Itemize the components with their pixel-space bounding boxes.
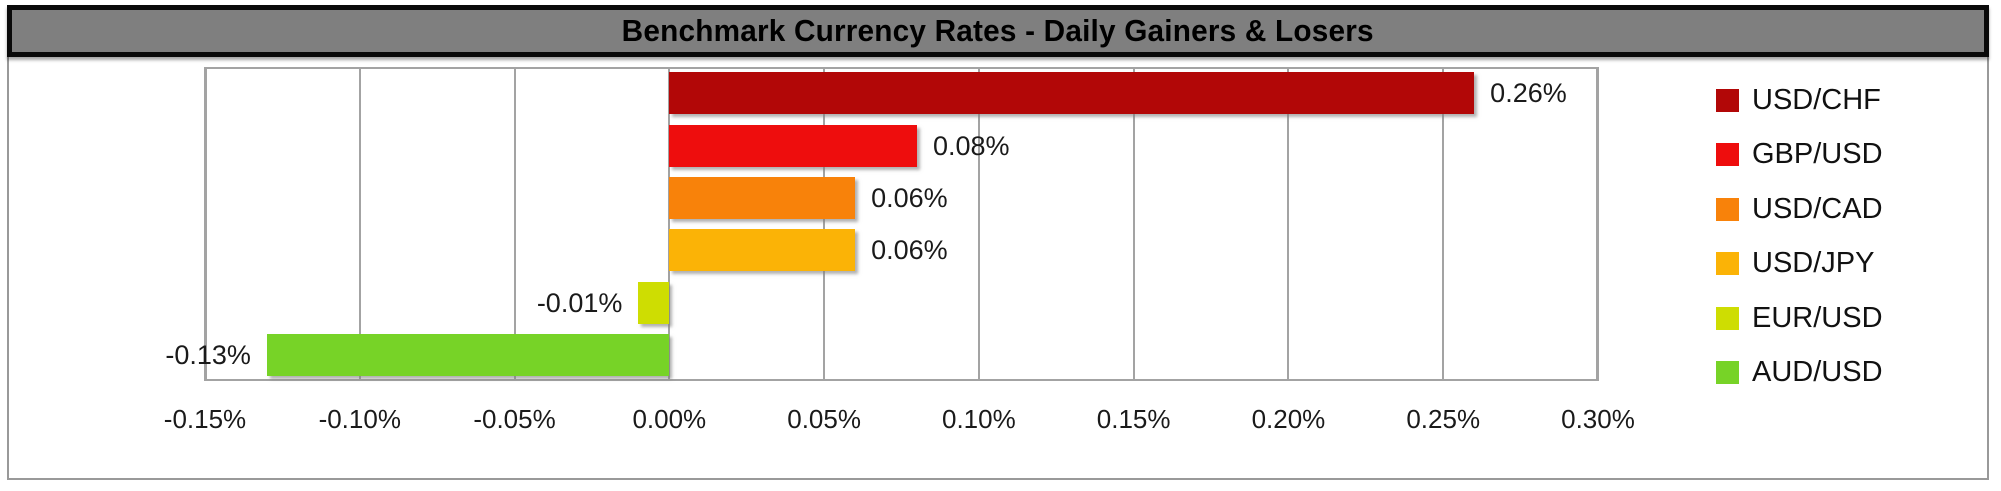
x-tick-label: 0.20% xyxy=(1251,404,1326,434)
legend-item-usd-jpy: USD/JPY xyxy=(1716,247,1986,280)
legend-item-usd-cad: USD/CAD xyxy=(1716,192,1986,225)
bar-value-label: -0.13% xyxy=(165,339,251,370)
gridline xyxy=(358,67,361,381)
gridline xyxy=(823,67,826,381)
gridline xyxy=(668,67,671,381)
chart-title-bar: Benchmark Currency Rates - Daily Gainers… xyxy=(7,5,1989,57)
legend-item-usd-chf: USD/CHF xyxy=(1716,84,1986,116)
legend-swatch-icon xyxy=(1716,89,1739,112)
x-tick-label: 0.00% xyxy=(632,404,707,434)
gridline xyxy=(1442,67,1445,381)
bar-usd-cad xyxy=(669,176,856,219)
gridline xyxy=(1597,67,1599,381)
bar-usd-jpy xyxy=(669,229,856,272)
bar-value-label: 0.06% xyxy=(871,235,948,266)
x-tick-label: -0.15% xyxy=(163,404,247,434)
gridline xyxy=(1132,67,1135,381)
legend-label: USD/CAD xyxy=(1752,192,1883,225)
bar-value-label: 0.26% xyxy=(1490,78,1567,109)
bar-value-label: -0.01% xyxy=(536,287,623,318)
legend-swatch-icon xyxy=(1716,306,1739,330)
x-tick-label: 0.25% xyxy=(1406,404,1481,434)
bar-usd-chf xyxy=(669,72,1475,115)
x-tick-label: 0.30% xyxy=(1561,404,1635,434)
legend-label: USD/JPY xyxy=(1752,247,1875,280)
gridline xyxy=(204,67,206,381)
bar-eur-usd xyxy=(638,281,670,324)
legend-label: AUD/USD xyxy=(1752,355,1883,388)
x-tick-label: 0.15% xyxy=(1096,404,1171,434)
gridline xyxy=(1287,67,1290,381)
legend-label: EUR/USD xyxy=(1752,301,1883,334)
legend-label: GBP/USD xyxy=(1752,138,1883,171)
legend-swatch-icon xyxy=(1716,197,1739,221)
legend-swatch-icon xyxy=(1716,360,1739,384)
legend-item-aud-usd: AUD/USD xyxy=(1716,355,1986,388)
gridline xyxy=(977,67,980,381)
legend-swatch-icon xyxy=(1716,143,1739,167)
x-tick-label: 0.10% xyxy=(942,404,1016,434)
x-tick-label: -0.05% xyxy=(473,404,556,434)
legend-item-gbp-usd: GBP/USD xyxy=(1716,138,1986,171)
x-tick-label: 0.05% xyxy=(787,404,861,434)
bar-aud-usd xyxy=(266,333,670,376)
gridline xyxy=(513,67,516,381)
legend-swatch-icon xyxy=(1716,252,1739,276)
bar-gbp-usd xyxy=(669,124,917,167)
chart-title: Benchmark Currency Rates - Daily Gainers… xyxy=(621,13,1375,48)
legend-label: USD/CHF xyxy=(1752,84,1881,116)
x-tick-label: -0.10% xyxy=(318,404,401,434)
legend-item-eur-usd: EUR/USD xyxy=(1716,301,1986,334)
bar-value-label: 0.06% xyxy=(871,182,948,213)
bar-value-label: 0.08% xyxy=(932,130,1010,161)
plot-area xyxy=(205,67,1598,381)
legend: USD/CHF GBP/USD USD/CAD USD/JPY EUR/USD AUD/U… xyxy=(1716,84,1986,388)
